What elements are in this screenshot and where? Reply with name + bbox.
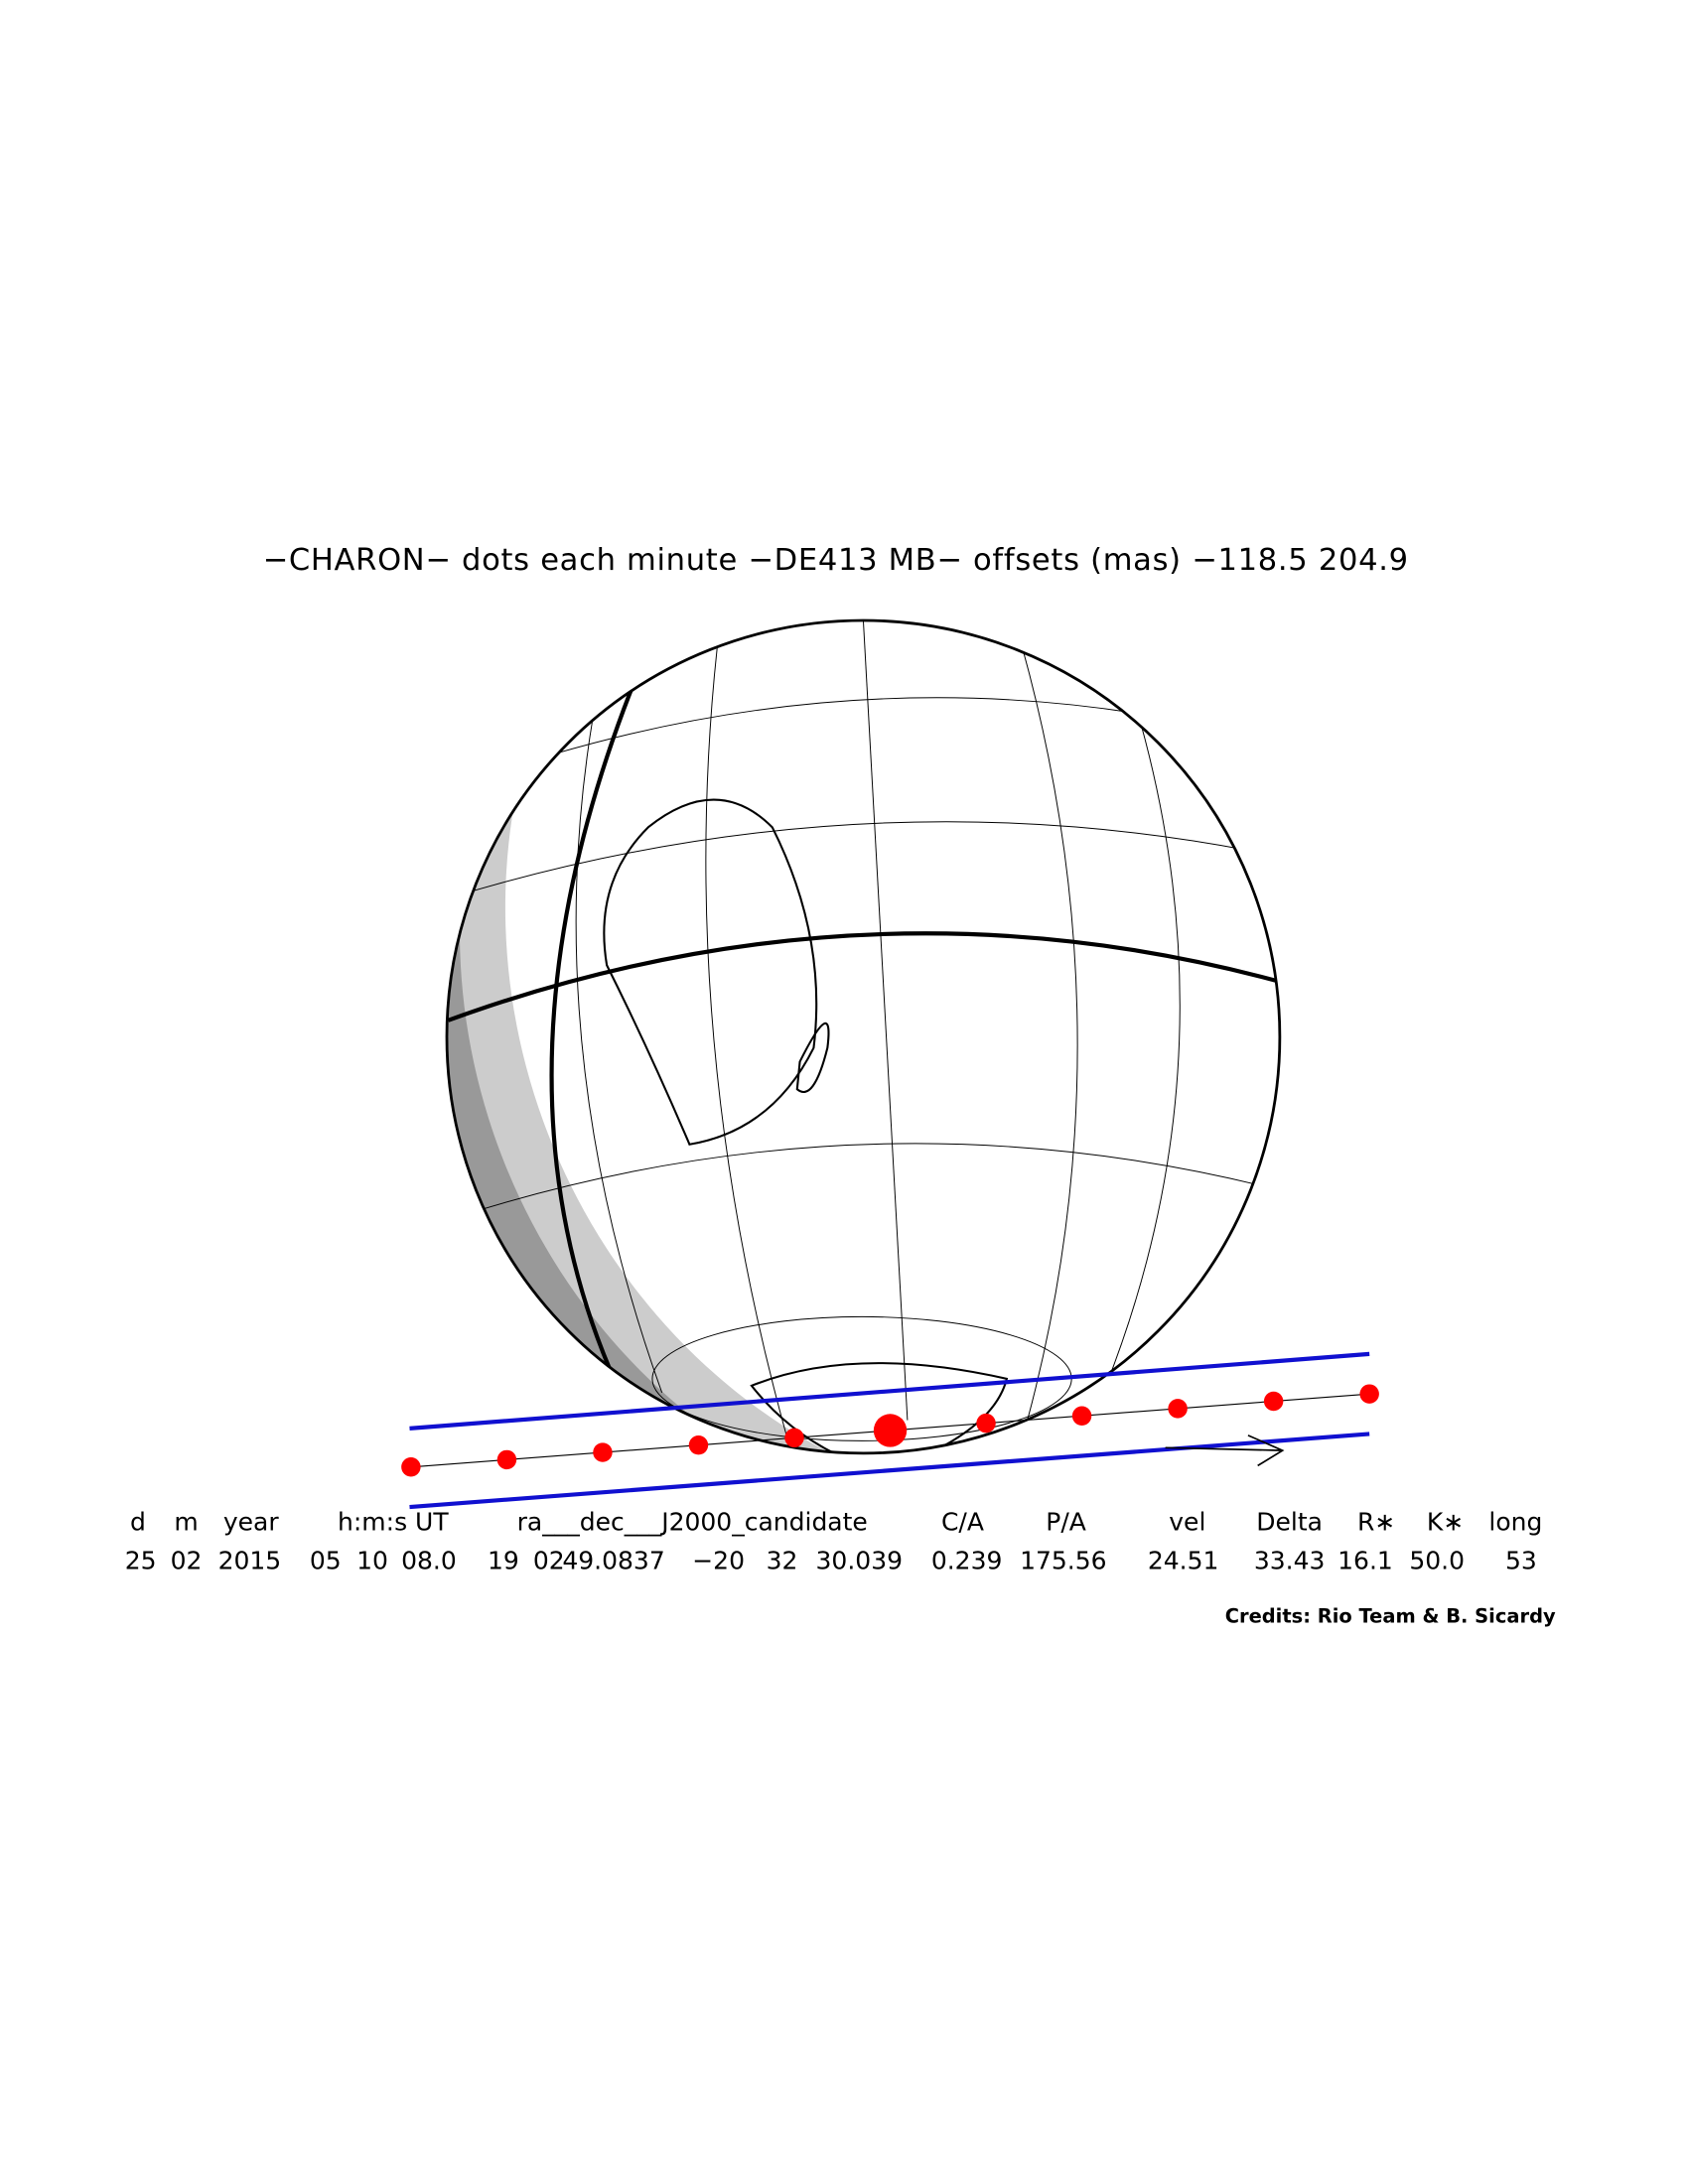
- shadow-limit: [409, 1432, 1370, 1510]
- table-value: 53: [1505, 1547, 1537, 1575]
- minute-dots: [401, 1384, 1379, 1477]
- globe: [445, 618, 1282, 1455]
- minute-dot: [873, 1414, 908, 1447]
- table-value: 02: [171, 1547, 203, 1575]
- table-value: 2015: [218, 1547, 282, 1575]
- minute-dot: [1263, 1391, 1284, 1412]
- column-header: Delta: [1256, 1508, 1323, 1537]
- column-header: d: [130, 1508, 146, 1537]
- shadow-limit: [409, 1351, 1370, 1431]
- column-header: h:m:s UT: [338, 1508, 449, 1537]
- column-header: P/A: [1046, 1508, 1086, 1537]
- column-header: R∗: [1357, 1508, 1395, 1537]
- credits: Credits: Rio Team & B. Sicardy: [1225, 1605, 1556, 1628]
- table-value: 08.0: [401, 1547, 457, 1575]
- table-value: 30.039: [816, 1547, 903, 1575]
- table-value: 49.0837: [562, 1547, 664, 1575]
- minute-dot: [593, 1442, 613, 1462]
- column-header: C/A: [941, 1508, 984, 1537]
- column-header: year: [223, 1508, 279, 1537]
- map-title: −CHARON− dots each minute −DE413 MB− off…: [263, 543, 1409, 578]
- minute-dot: [496, 1449, 517, 1470]
- table-value: 05: [310, 1547, 342, 1575]
- table-value: 16.1: [1337, 1547, 1393, 1575]
- table-value: 0.239: [931, 1547, 1003, 1575]
- table-value: 24.51: [1148, 1547, 1219, 1575]
- table-value: 25: [125, 1547, 157, 1575]
- table-value: 02: [533, 1547, 565, 1575]
- column-header: vel: [1169, 1508, 1205, 1537]
- table-value: −20: [692, 1547, 745, 1575]
- minute-dot: [1168, 1399, 1188, 1419]
- table-value: 33.43: [1254, 1547, 1326, 1575]
- minute-dot: [1359, 1384, 1379, 1404]
- column-header: m: [174, 1508, 198, 1537]
- minute-dot: [1071, 1406, 1092, 1426]
- table-value: 10: [356, 1547, 388, 1575]
- table-value: 175.56: [1020, 1547, 1106, 1575]
- minute-dot: [688, 1434, 709, 1455]
- table-value: 32: [767, 1547, 798, 1575]
- minute-dot: [401, 1457, 421, 1477]
- table-value: 50.0: [1409, 1547, 1465, 1575]
- minute-dot: [784, 1428, 804, 1448]
- column-header: long: [1488, 1508, 1542, 1537]
- table-value: 19: [488, 1547, 519, 1575]
- event-table: d m year h:m:s UT ra___dec___J2000_candidate…: [125, 1508, 1543, 1575]
- column-header: ra___dec___J2000_candidate: [517, 1508, 868, 1537]
- direction-arrow: [1165, 1434, 1285, 1467]
- column-header: K∗: [1427, 1508, 1464, 1537]
- minute-dot: [976, 1413, 996, 1433]
